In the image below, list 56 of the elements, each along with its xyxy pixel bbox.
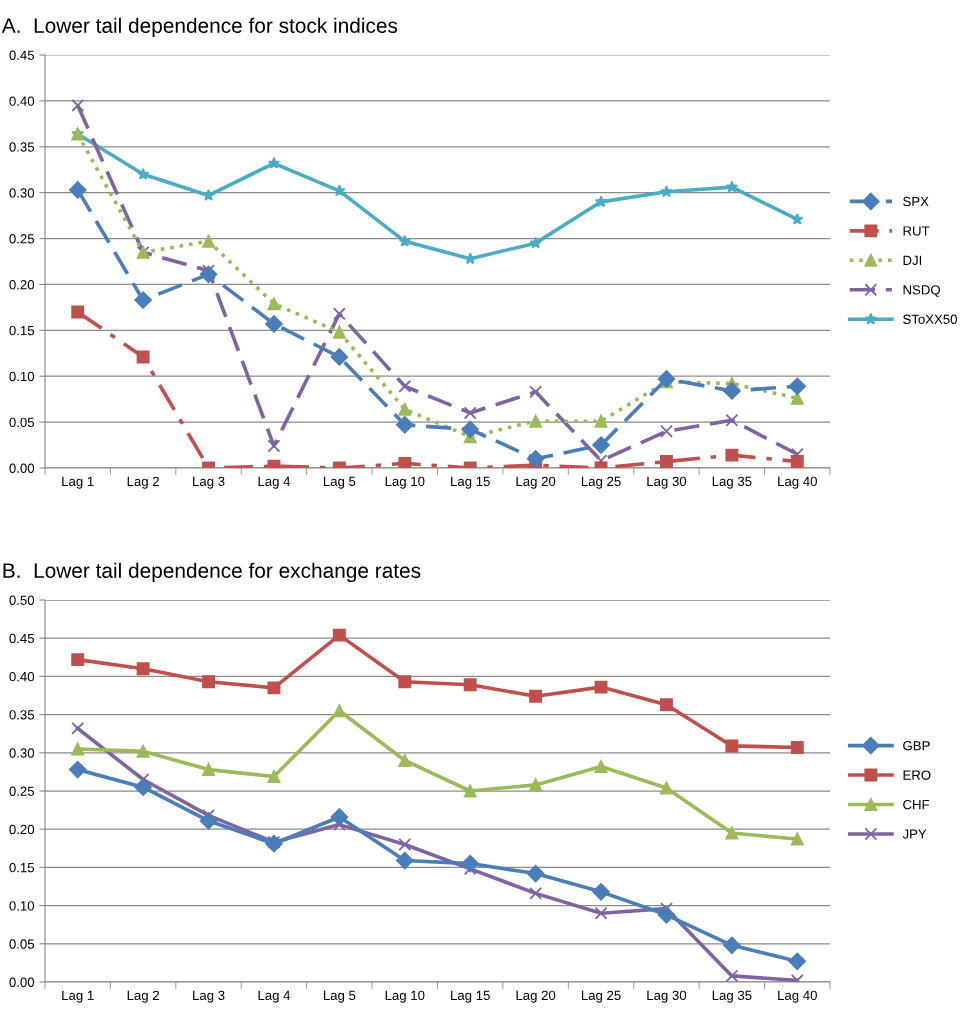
y-tick-label: 0.45 — [9, 633, 35, 644]
chart-title: B. Lower tail dependence for exchange rates — [3, 562, 421, 583]
x-tick-label: Lag 1 — [62, 990, 94, 1003]
legend-label: SToXX50 — [903, 314, 957, 324]
y-tick-label: 0.05 — [9, 939, 35, 949]
x-tick-label: Lag 5 — [323, 990, 356, 1003]
x-tick-label: Lag 3 — [193, 476, 225, 489]
chart-title: A. Lower tail dependence for stock indices — [1, 17, 398, 38]
x-tick-label: Lag 15 — [451, 476, 490, 489]
y-tick-label: 0.35 — [9, 142, 35, 152]
x-tick-label: Lag 15 — [451, 990, 490, 1003]
x-tick-label: Lag 35 — [712, 990, 752, 1003]
y-tick-label: 0.30 — [9, 748, 35, 758]
x-tick-label: Lag 10 — [385, 476, 425, 489]
x-tick-label: Lag 3 — [193, 990, 225, 1003]
x-tick-label: Lag 2 — [127, 476, 159, 489]
x-tick-label: Lag 30 — [647, 476, 687, 489]
legend-label: DJI — [903, 255, 922, 266]
legend-label: NSDQ — [903, 285, 940, 297]
y-tick-label: 0.00 — [9, 463, 35, 473]
legend-label: SPX — [903, 196, 929, 207]
x-tick-label: Lag 1 — [62, 476, 94, 489]
x-tick-label: Lag 2 — [127, 990, 159, 1003]
x-tick-label: Lag 30 — [647, 990, 687, 1003]
legend-label: CHF — [903, 799, 930, 810]
x-tick-label: Lag 4 — [258, 476, 291, 489]
x-tick-label: Lag 5 — [323, 476, 356, 489]
y-tick-label: 0.20 — [9, 824, 35, 835]
y-tick-label: 0.15 — [9, 862, 35, 873]
y-tick-label: 0.10 — [9, 371, 35, 382]
legend-label: JPY — [902, 829, 927, 839]
y-tick-label: 0.15 — [9, 325, 35, 336]
legend-label: RUT — [903, 226, 930, 236]
y-tick-label: 0.50 — [9, 595, 35, 605]
x-tick-label: Lag 4 — [258, 990, 291, 1003]
y-tick-label: 0.25 — [9, 786, 35, 796]
y-tick-label: 0.45 — [9, 50, 35, 60]
x-tick-label: Lag 25 — [581, 990, 621, 1003]
y-tick-label: 0.40 — [9, 671, 35, 682]
x-tick-label: Lag 20 — [516, 476, 556, 489]
x-tick-label: Lag 40 — [778, 476, 817, 489]
y-tick-label: 0.25 — [9, 234, 35, 244]
x-tick-label: Lag 20 — [516, 990, 556, 1003]
y-tick-label: 0.20 — [9, 280, 35, 290]
x-tick-label: Lag 10 — [385, 990, 425, 1003]
y-tick-label: 0.30 — [9, 188, 35, 198]
legend-label: GBP — [903, 741, 930, 751]
y-tick-label: 0.05 — [9, 417, 35, 428]
y-tick-label: 0.10 — [9, 901, 35, 911]
y-tick-label: 0.00 — [9, 977, 35, 987]
y-tick-label: 0.35 — [9, 710, 35, 720]
legend-label: ERO — [903, 770, 931, 780]
x-tick-label: Lag 25 — [581, 476, 621, 489]
x-tick-label: Lag 35 — [712, 476, 752, 489]
x-tick-label: Lag 40 — [778, 990, 817, 1003]
y-tick-label: 0.40 — [9, 96, 35, 106]
